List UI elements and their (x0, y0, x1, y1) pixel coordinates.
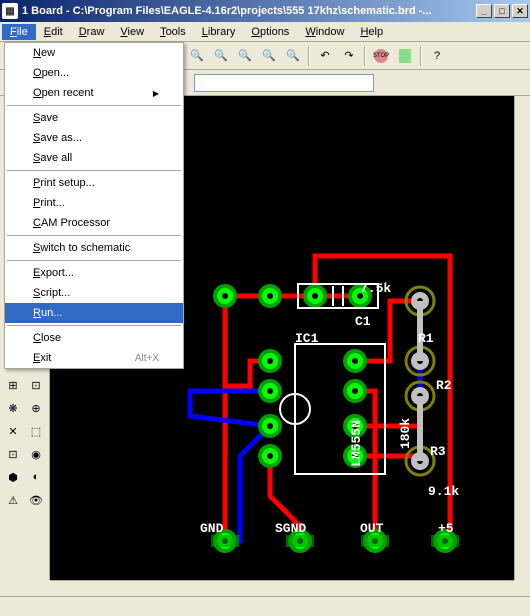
menu-item-save-all[interactable]: Save all (5, 148, 183, 168)
tool-button-29[interactable]: ⬚ (25, 420, 47, 442)
toolbar-separator (364, 46, 366, 66)
menu-item-script-[interactable]: Script... (5, 283, 183, 303)
title-bar: ▦ 1 Board - C:\Program Files\EAGLE-4.16r… (0, 0, 530, 22)
pcb-label: R3 (430, 444, 446, 459)
menu-separator (7, 170, 181, 171)
tool-button-28[interactable]: ✕ (2, 420, 24, 442)
menu-item-close[interactable]: Close (5, 328, 183, 348)
menu-options[interactable]: Options (243, 24, 297, 40)
menu-item-exit[interactable]: ExitAlt+X (5, 348, 183, 368)
pcb-label: 7.5k (360, 281, 391, 296)
close-button[interactable]: ✕ (512, 4, 528, 18)
tool-button-26[interactable]: ❋ (2, 397, 24, 419)
menu-view[interactable]: View (112, 24, 152, 40)
horizontal-scrollbar[interactable] (50, 580, 514, 596)
menu-separator (7, 235, 181, 236)
menu-item-save-as-[interactable]: Save as... (5, 128, 183, 148)
go-icon[interactable] (394, 45, 416, 67)
help-icon[interactable]: ? (426, 45, 448, 67)
menu-library[interactable]: Library (194, 24, 244, 40)
menu-item-save[interactable]: Save (5, 108, 183, 128)
tool-button-33[interactable]: ◐ (25, 466, 47, 488)
pcb-label: GND (200, 521, 223, 536)
menu-item-run-[interactable]: Run... (5, 303, 183, 323)
menu-bar: FileEditDrawViewToolsLibraryOptionsWindo… (0, 22, 530, 42)
tool-button-24[interactable]: ⊞ (2, 374, 24, 396)
menu-file[interactable]: File (2, 24, 36, 40)
menu-item-open-recent[interactable]: Open recent▶ (5, 83, 183, 103)
menu-item-cam-processor[interactable]: CAM Processor (5, 213, 183, 233)
tool-button-31[interactable]: ◉ (25, 443, 47, 465)
menu-edit[interactable]: Edit (36, 24, 71, 40)
zoom-in-icon[interactable]: 🔍 (186, 45, 208, 67)
menu-item-switch-to-schematic[interactable]: Switch to schematic (5, 238, 183, 258)
window-controls: _ □ ✕ (476, 4, 528, 18)
tool-button-30[interactable]: ⊡ (2, 443, 24, 465)
menu-window[interactable]: Window (297, 24, 352, 40)
menu-item-export-[interactable]: Export... (5, 263, 183, 283)
tool-button-35[interactable]: 👁 (25, 489, 47, 511)
zoom-select-icon[interactable]: 🔍 (282, 45, 304, 67)
menu-item-print-setup-[interactable]: Print setup... (5, 173, 183, 193)
menu-tools[interactable]: Tools (152, 24, 194, 40)
zoom-fit-icon[interactable]: 🔍 (234, 45, 256, 67)
menu-separator (7, 325, 181, 326)
menu-item-open-[interactable]: Open... (5, 63, 183, 83)
vertical-scrollbar[interactable] (514, 96, 530, 580)
minimize-button[interactable]: _ (476, 4, 492, 18)
redo-icon[interactable]: ↷ (338, 45, 360, 67)
pcb-label: IC1 (295, 331, 318, 346)
tool-button-32[interactable]: ⬢ (2, 466, 24, 488)
file-menu-dropdown: NewOpen...Open recent▶ SaveSave as...Save… (4, 42, 184, 369)
tool-button-27[interactable]: ⊕ (25, 397, 47, 419)
toolbar-separator (420, 46, 422, 66)
pcb-label: +5 (438, 521, 454, 536)
tool-button-34[interactable]: ⚠ (2, 489, 24, 511)
tool-button-25[interactable]: ⊡ (25, 374, 47, 396)
zoom-out-icon[interactable]: 🔍 (210, 45, 232, 67)
undo-icon[interactable]: ↶ (314, 45, 336, 67)
menu-help[interactable]: Help (352, 24, 391, 40)
zoom-redraw-icon[interactable]: 🔍 (258, 45, 280, 67)
window-title: 1 Board - C:\Program Files\EAGLE-4.16r2\… (22, 5, 476, 17)
pcb-label: 180k (398, 418, 413, 449)
command-input[interactable] (194, 74, 374, 92)
maximize-button[interactable]: □ (494, 4, 510, 18)
pcb-label: SGND (275, 521, 306, 536)
app-icon: ▦ (2, 3, 18, 19)
pcb-label: LM555N (349, 420, 364, 467)
pcb-label: 9.1k (428, 484, 459, 499)
status-bar (0, 596, 530, 616)
pcb-label: C1 (355, 314, 371, 329)
menu-item-new[interactable]: New (5, 43, 183, 63)
menu-separator (7, 105, 181, 106)
pcb-label: R1 (418, 331, 434, 346)
stop-icon[interactable]: STOP (370, 45, 392, 67)
pcb-label: OUT (360, 521, 383, 536)
pcb-label: R2 (436, 378, 452, 393)
toolbar-separator (308, 46, 310, 66)
menu-separator (7, 260, 181, 261)
menu-draw[interactable]: Draw (71, 24, 113, 40)
menu-item-print-[interactable]: Print... (5, 193, 183, 213)
